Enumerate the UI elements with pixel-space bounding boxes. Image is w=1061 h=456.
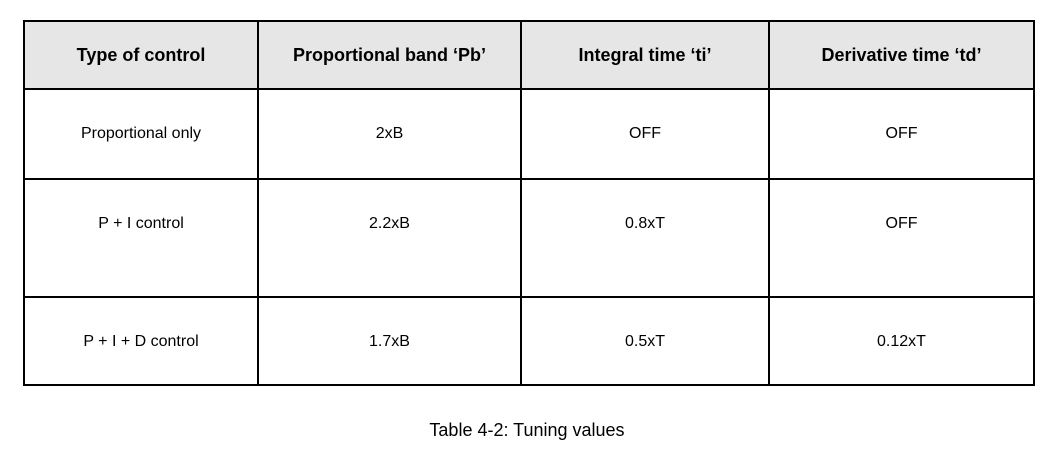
table-cell: OFF (768, 88, 1035, 180)
table-cell: 0.8xT (520, 178, 770, 298)
table-cell: 2xB (257, 88, 522, 180)
table-row: P + I + D control 1.7xB 0.5xT 0.12xT (23, 296, 1035, 386)
header-row: Type of control Proportional band ‘Pb’ Int… (23, 20, 1035, 90)
table-row: P + I control 2.2xB 0.8xT OFF (23, 178, 1035, 298)
tuning-table: Type of control Proportional band ‘Pb’ Int… (23, 20, 1035, 386)
caption: Table 4-2: Tuning values (429, 420, 625, 440)
table-cell: P + I control (23, 178, 259, 298)
header-cell: Derivative time ‘td’ (768, 20, 1035, 90)
table-cell: Proportional only (23, 88, 259, 180)
table-row: Proportional only 2xB OFF OFF (23, 88, 1035, 180)
table-cell: OFF (520, 88, 770, 180)
table-cell: P + I + D control (23, 296, 259, 386)
table-cell: 0.5xT (520, 296, 770, 386)
header-cell: Integral time ‘ti’ (520, 20, 770, 90)
table-cell: 2.2xB (257, 178, 522, 298)
table-cell: OFF (768, 178, 1035, 298)
header-cell: Proportional band ‘Pb’ (257, 20, 522, 90)
table-cell: 0.12xT (768, 296, 1035, 386)
table-cell: 1.7xB (257, 296, 522, 386)
header-cell: Type of control (23, 20, 259, 90)
